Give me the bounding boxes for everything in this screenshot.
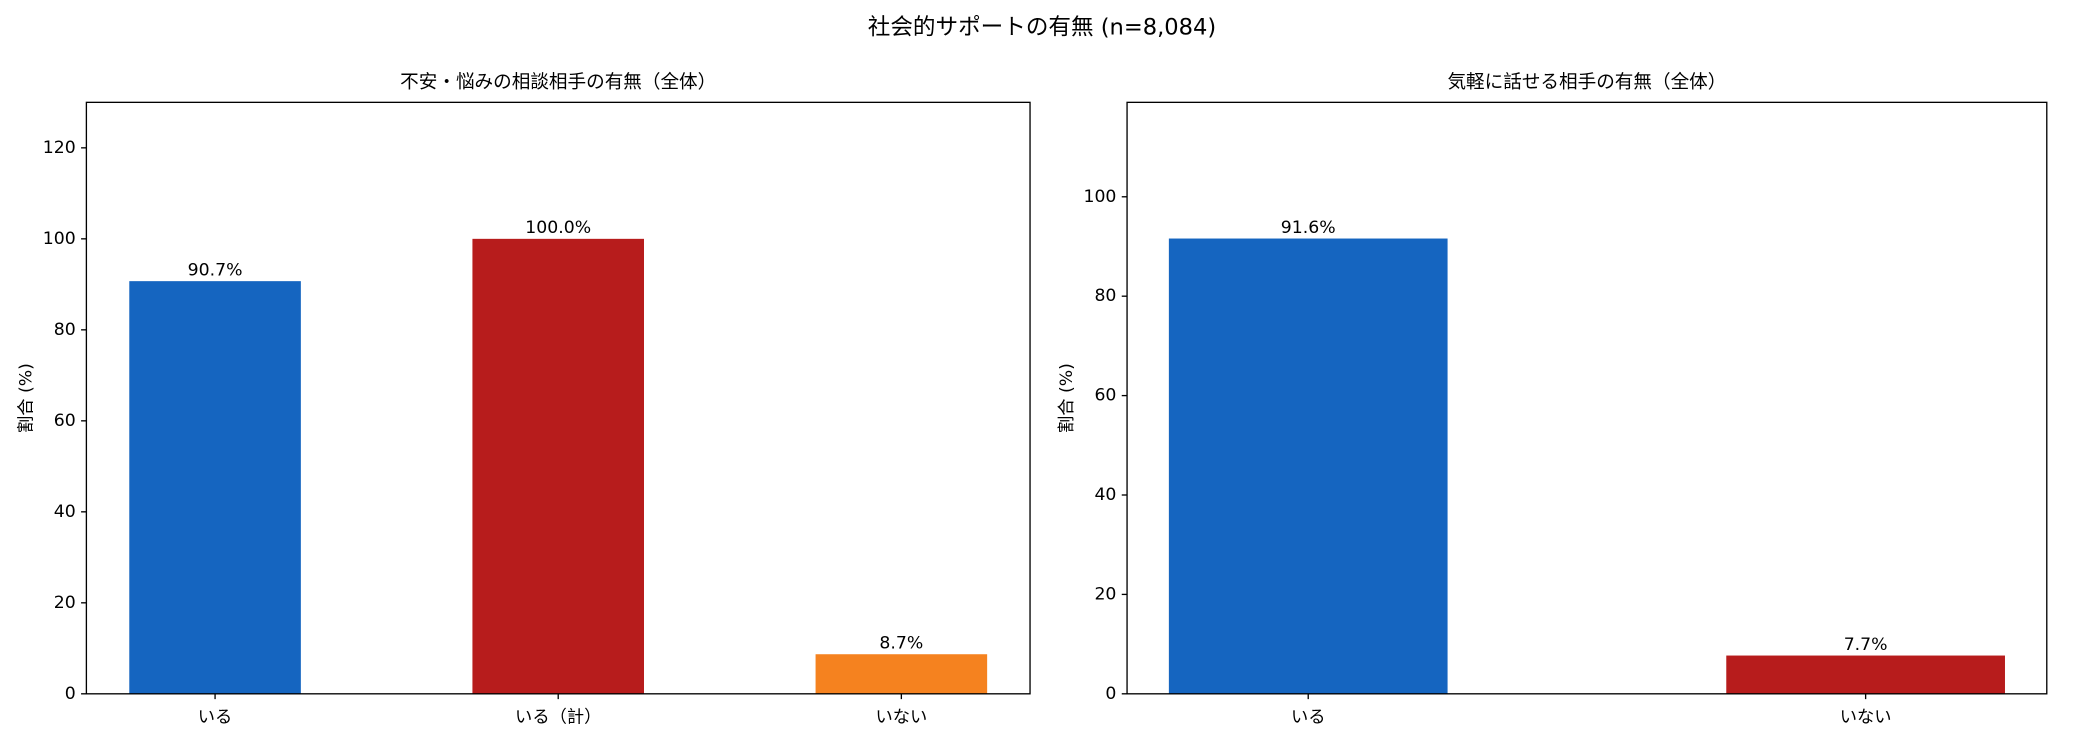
y-tick-label: 60 [1094, 386, 1116, 406]
y-tick-label: 100 [1083, 187, 1116, 207]
bar [129, 281, 301, 694]
value-label: 100.0% [525, 218, 591, 238]
y-axis-label: 割合 (%) [1057, 363, 1077, 433]
x-tick-label: いない [1840, 708, 1892, 728]
subplot-title: 気軽に話せる相手の有無（全体） [1447, 72, 1726, 93]
y-tick-label: 20 [54, 593, 76, 613]
value-label: 91.6% [1281, 218, 1336, 238]
y-tick-label: 120 [43, 138, 76, 158]
axes-frame [85, 101, 1031, 695]
axes-frame [1126, 101, 2048, 695]
y-tick-label: 80 [54, 320, 76, 340]
figure-title: 社会的サポートの有無 (n=8,084) [868, 14, 1216, 40]
y-axis-label: 割合 (%) [17, 363, 37, 433]
x-tick-label: いる（計） [515, 708, 601, 728]
x-tick-label: いない [875, 708, 927, 728]
bar [1726, 655, 2005, 694]
value-label: 7.7% [1844, 635, 1888, 655]
y-tick-label: 100 [43, 229, 76, 249]
subplot-title: 不安・悩みの相談相手の有無（全体） [400, 72, 716, 93]
value-label: 8.7% [879, 634, 923, 654]
y-tick-label: 40 [54, 502, 76, 522]
y-tick-label: 40 [1094, 485, 1116, 505]
bar [472, 238, 645, 694]
bar [1168, 238, 1448, 694]
value-label: 90.7% [188, 261, 243, 281]
y-tick-label: 60 [54, 411, 76, 431]
y-tick-label: 0 [1105, 684, 1116, 704]
y-tick-label: 80 [1094, 286, 1116, 306]
y-tick-label: 20 [1094, 584, 1116, 604]
x-tick-label: いる [198, 708, 233, 728]
x-tick-label: いる [1291, 708, 1326, 728]
y-tick-label: 0 [65, 684, 76, 704]
bar [815, 654, 988, 694]
